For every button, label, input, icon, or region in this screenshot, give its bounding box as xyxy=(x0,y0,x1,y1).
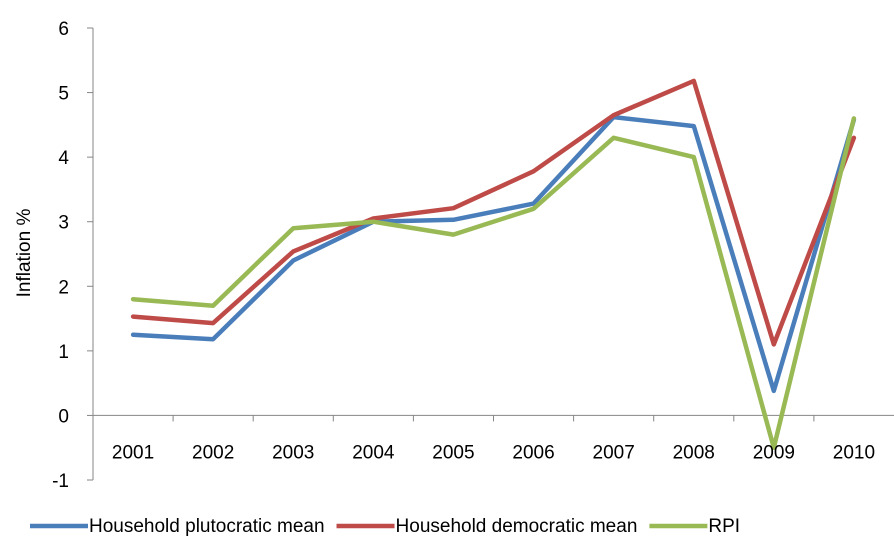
series-line-2 xyxy=(130,116,857,450)
x-tick-label: 2008 xyxy=(673,442,715,463)
x-tick-label: 2004 xyxy=(352,442,395,463)
x-tick-label: 2002 xyxy=(192,442,234,463)
y-tick-label: -1 xyxy=(52,471,69,492)
x-tick-label: 2005 xyxy=(432,442,474,463)
x-tick-labels: 2001 2002 2003 2004 2005 2006 2007 2008 2009 2010 xyxy=(112,442,875,463)
x-tick-label: 2001 xyxy=(112,442,154,463)
axes xyxy=(87,27,894,481)
y-tick-label: 0 xyxy=(58,406,69,427)
y-tick-label: 6 xyxy=(58,19,69,40)
y-tick-label: 5 xyxy=(58,84,69,105)
x-tick-label: 2003 xyxy=(272,442,314,463)
legend-label-2: RPI xyxy=(708,516,740,537)
series-line-0 xyxy=(130,114,857,394)
y-tick-labels: -1 0 1 2 3 4 5 6 xyxy=(52,19,69,492)
legend-label-1: Household democratic mean xyxy=(396,516,638,537)
y-tick-label: 3 xyxy=(58,213,69,234)
y-tick-label: 1 xyxy=(58,342,69,363)
x-tick-label: 2006 xyxy=(512,442,554,463)
y-tick-label: 2 xyxy=(58,277,69,298)
legend: Household plutocratic mean Household demo… xyxy=(30,516,740,537)
series-line-1 xyxy=(130,78,857,347)
x-tick-label: 2010 xyxy=(833,442,875,463)
x-tick-label: 2009 xyxy=(753,442,795,463)
y-axis-title: Inflation % xyxy=(14,209,35,298)
series-lines xyxy=(130,78,857,450)
legend-label-0: Household plutocratic mean xyxy=(89,516,325,537)
x-tick-label: 2007 xyxy=(593,442,635,463)
y-tick-label: 4 xyxy=(58,148,69,169)
